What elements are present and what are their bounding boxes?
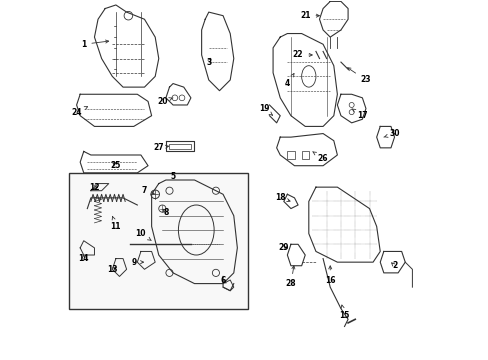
- Text: 22: 22: [292, 50, 312, 59]
- Text: 26: 26: [312, 152, 327, 163]
- Text: 30: 30: [383, 129, 399, 138]
- Text: 12: 12: [89, 183, 100, 192]
- Text: 29: 29: [278, 243, 288, 252]
- Text: 21: 21: [299, 11, 319, 20]
- Text: 19: 19: [258, 104, 272, 115]
- Text: 20: 20: [157, 97, 173, 106]
- Text: 3: 3: [206, 58, 211, 67]
- Text: 23: 23: [347, 68, 370, 85]
- Text: 7: 7: [142, 186, 154, 195]
- Text: 28: 28: [285, 266, 296, 288]
- Text: 1: 1: [81, 40, 108, 49]
- Text: 16: 16: [325, 266, 335, 284]
- Text: 6: 6: [220, 275, 225, 284]
- Text: 27: 27: [153, 143, 168, 152]
- FancyBboxPatch shape: [69, 173, 247, 309]
- Text: 15: 15: [339, 305, 349, 320]
- Text: 2: 2: [391, 261, 396, 270]
- Text: 11: 11: [110, 216, 121, 231]
- Text: 18: 18: [274, 193, 289, 202]
- Text: 4: 4: [284, 73, 293, 88]
- Text: 9: 9: [131, 258, 143, 267]
- Text: 13: 13: [107, 265, 117, 274]
- Text: 14: 14: [79, 254, 89, 263]
- Text: 25: 25: [110, 161, 121, 170]
- Text: 10: 10: [135, 229, 151, 240]
- Text: 17: 17: [351, 109, 367, 120]
- Text: 5: 5: [170, 172, 175, 181]
- Text: 8: 8: [163, 208, 168, 217]
- Text: 24: 24: [71, 107, 87, 117]
